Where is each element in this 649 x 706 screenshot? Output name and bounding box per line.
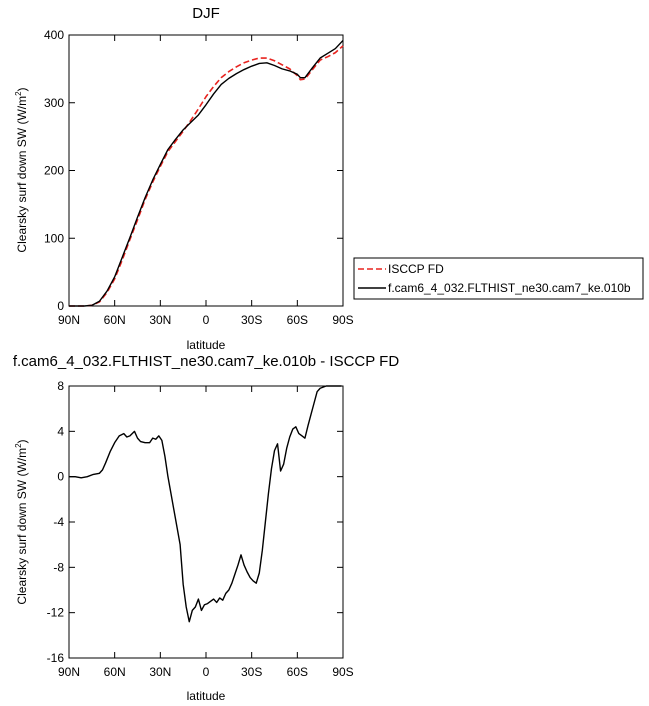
- bottom-series-group: [69, 385, 342, 623]
- top-x-tick-label: 30S: [241, 313, 262, 327]
- top-y-axis: 0 100 200 300 400: [44, 28, 343, 313]
- bottom-y-tick-label: -4: [53, 515, 64, 529]
- bottom-y-axis-label-sup: 2: [14, 443, 23, 448]
- bottom-x-tick-label: 90N: [58, 665, 80, 679]
- top-plot-frame: [68, 34, 344, 307]
- bottom-x-tick-label: 0: [203, 665, 210, 679]
- bottom-y-axis-label-close: ): [15, 439, 29, 443]
- bottom-y-tick-label: -16: [47, 651, 65, 665]
- bottom-panel: f.cam6_4_032.FLTHIST_ne30.cam7_ke.010b -…: [13, 353, 399, 703]
- top-y-axis-label-main: Clearsky surf down SW (W/m: [15, 96, 29, 253]
- bottom-y-tick-label: -8: [53, 560, 64, 574]
- top-x-tick-label: 90N: [58, 313, 80, 327]
- top-y-tick-label: 300: [44, 96, 64, 110]
- bottom-y-axis-label: Clearsky surf down SW (W/m2): [14, 439, 29, 604]
- top-x-tick-label: 60N: [104, 313, 126, 327]
- bottom-x-axis-label: latitude: [187, 689, 226, 703]
- bottom-y-tick-label: 0: [57, 470, 64, 484]
- bottom-plot-frame: [68, 385, 344, 659]
- top-series-line-model: [69, 39, 344, 307]
- top-x-axis-label: latitude: [187, 338, 226, 352]
- top-y-tick-label: 200: [44, 164, 64, 178]
- top-x-tick-label: 0: [203, 313, 210, 327]
- legend-label-isccp: ISCCP FD: [388, 262, 444, 276]
- bottom-x-tick-label: 60N: [104, 665, 126, 679]
- top-x-axis: 90N 60N 30N 0 30S 60S 90S: [58, 35, 354, 327]
- bottom-y-tick-label: -12: [47, 606, 65, 620]
- top-y-axis-label-sup: 2: [14, 91, 23, 96]
- top-panel: DJF 0 100 200 300 400 90N 60N 30N 0 30S 60S 90S la…: [14, 5, 644, 352]
- top-y-axis-label-close: ): [15, 87, 29, 91]
- top-y-tick-label: 400: [44, 28, 64, 42]
- bottom-y-axis: -16 -12 -8 -4 0 4 8: [47, 379, 343, 665]
- bottom-x-tick-label: 90S: [332, 665, 353, 679]
- bottom-y-axis-label-main: Clearsky surf down SW (W/m: [15, 448, 29, 605]
- legend-label-model: f.cam6_4_032.FLTHIST_ne30.cam7_ke.010b: [388, 281, 631, 295]
- bottom-chart-title: f.cam6_4_032.FLTHIST_ne30.cam7_ke.010b -…: [13, 353, 399, 370]
- top-x-tick-label: 60S: [287, 313, 308, 327]
- top-y-tick-label: 100: [44, 231, 64, 245]
- legend-box: [353, 257, 644, 300]
- top-x-tick-label: 90S: [332, 313, 353, 327]
- bottom-y-tick-label: 4: [57, 424, 64, 438]
- top-chart-title: DJF: [192, 5, 220, 22]
- bottom-x-tick-label: 60S: [287, 665, 308, 679]
- bottom-x-tick-label: 30S: [241, 665, 262, 679]
- bottom-y-tick-label: 8: [57, 379, 64, 393]
- bottom-x-axis: 90N 60N 30N 0 30S 60S 90S: [58, 386, 354, 679]
- top-y-tick-label: 0: [57, 299, 64, 313]
- top-y-axis-label: Clearsky surf down SW (W/m2): [14, 87, 29, 252]
- top-series-line-isccp: [69, 45, 344, 307]
- top-x-tick-label: 30N: [149, 313, 171, 327]
- bottom-x-tick-label: 30N: [149, 665, 171, 679]
- bottom-series-line-model: [69, 385, 342, 623]
- legend: ISCCP FD f.cam6_4_032.FLTHIST_ne30.cam7_…: [353, 257, 644, 300]
- top-series-group: [69, 39, 344, 307]
